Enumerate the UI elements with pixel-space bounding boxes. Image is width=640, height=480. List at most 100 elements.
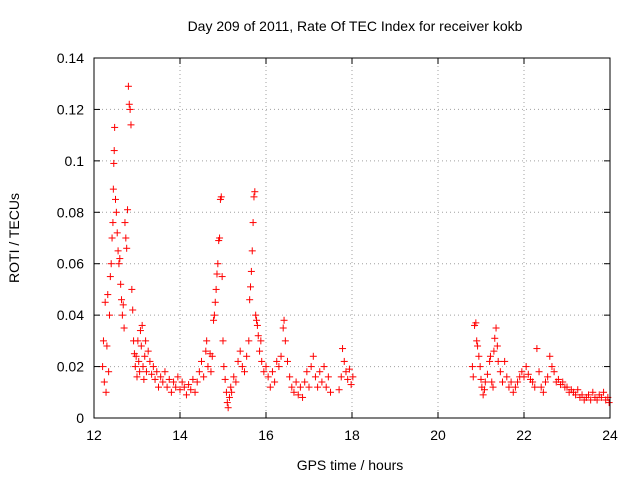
data-point: [221, 375, 229, 383]
x-tick-label: 16: [258, 427, 274, 443]
data-point: [144, 347, 152, 355]
data-point: [311, 373, 319, 381]
data-point: [292, 378, 300, 386]
data-point: [225, 393, 233, 401]
data-point: [110, 159, 118, 167]
data-point: [170, 378, 178, 386]
data-point: [210, 311, 218, 319]
data-point: [99, 363, 107, 371]
data-point: [119, 301, 127, 309]
data-point: [550, 368, 558, 376]
data-point: [100, 378, 108, 386]
data-point: [320, 363, 328, 371]
data-point: [511, 383, 519, 391]
data-point: [335, 386, 343, 394]
data-point: [266, 383, 274, 391]
x-tick-label: 18: [344, 427, 360, 443]
data-point: [228, 388, 236, 396]
data-point: [271, 378, 279, 386]
x-tick-label: 12: [86, 427, 102, 443]
data-point: [187, 386, 195, 394]
data-point: [241, 368, 248, 376]
data-point: [533, 345, 541, 353]
data-point: [247, 283, 255, 291]
data-point: [486, 357, 494, 365]
data-point: [125, 100, 133, 108]
data-point: [316, 368, 324, 376]
data-point: [578, 391, 586, 399]
data-point: [137, 342, 145, 350]
data-point: [167, 388, 175, 396]
data-point: [305, 383, 313, 391]
data-point: [109, 219, 117, 227]
data-point: [299, 393, 307, 401]
data-point: [200, 373, 208, 381]
data-point: [296, 383, 304, 391]
data-point: [548, 363, 556, 371]
data-point: [102, 388, 110, 396]
data-point: [108, 234, 116, 242]
data-point: [531, 383, 539, 391]
data-point: [245, 337, 253, 345]
data-point: [496, 368, 504, 376]
data-point: [307, 363, 315, 371]
data-point: [254, 332, 262, 340]
data-point: [236, 347, 244, 355]
data-point: [514, 378, 522, 386]
data-point: [605, 399, 613, 407]
data-point: [480, 386, 488, 394]
data-point: [120, 324, 128, 332]
data-point: [128, 285, 136, 293]
data-point: [115, 260, 123, 268]
data-point: [472, 319, 480, 327]
data-point: [539, 388, 547, 396]
data-point: [104, 291, 112, 299]
data-point: [185, 381, 193, 389]
data-point: [492, 324, 500, 332]
data-point: [253, 316, 261, 324]
data-point: [114, 247, 122, 255]
data-point: [260, 368, 268, 376]
data-point: [223, 399, 231, 407]
data-point: [477, 375, 485, 383]
data-point: [483, 370, 491, 378]
data-point: [105, 311, 113, 319]
data-point: [105, 368, 113, 376]
data-point: [141, 352, 149, 360]
data-point: [238, 363, 246, 371]
data-point: [218, 273, 226, 281]
data-point: [251, 188, 259, 196]
chart-title: Day 209 of 2011, Rate Of TEC Index for r…: [188, 18, 523, 34]
data-point: [499, 378, 506, 386]
data-point: [149, 363, 157, 371]
data-point: [116, 255, 124, 263]
data-point: [486, 352, 494, 360]
data-point: [103, 342, 111, 350]
data-point: [491, 334, 499, 342]
data-point: [301, 378, 309, 386]
data-point: [131, 363, 139, 371]
data-point: [122, 234, 130, 242]
data-point: [327, 388, 334, 396]
data-point: [110, 147, 118, 155]
data-point: [509, 388, 517, 396]
data-point: [322, 383, 330, 391]
data-point: [522, 363, 530, 371]
data-point: [490, 347, 498, 355]
data-point: [597, 393, 605, 401]
data-point: [488, 378, 496, 386]
data-point: [279, 324, 287, 332]
data-point: [180, 383, 188, 391]
x-tick-label: 24: [602, 427, 618, 443]
x-tick-label: 20: [430, 427, 446, 443]
data-point: [207, 368, 215, 376]
data-point: [165, 375, 173, 383]
data-point: [275, 363, 283, 371]
data-point: [469, 373, 477, 381]
data-point: [479, 391, 487, 399]
data-point: [133, 373, 141, 381]
data-point: [136, 327, 144, 335]
data-point: [146, 357, 154, 365]
data-point: [294, 391, 302, 399]
